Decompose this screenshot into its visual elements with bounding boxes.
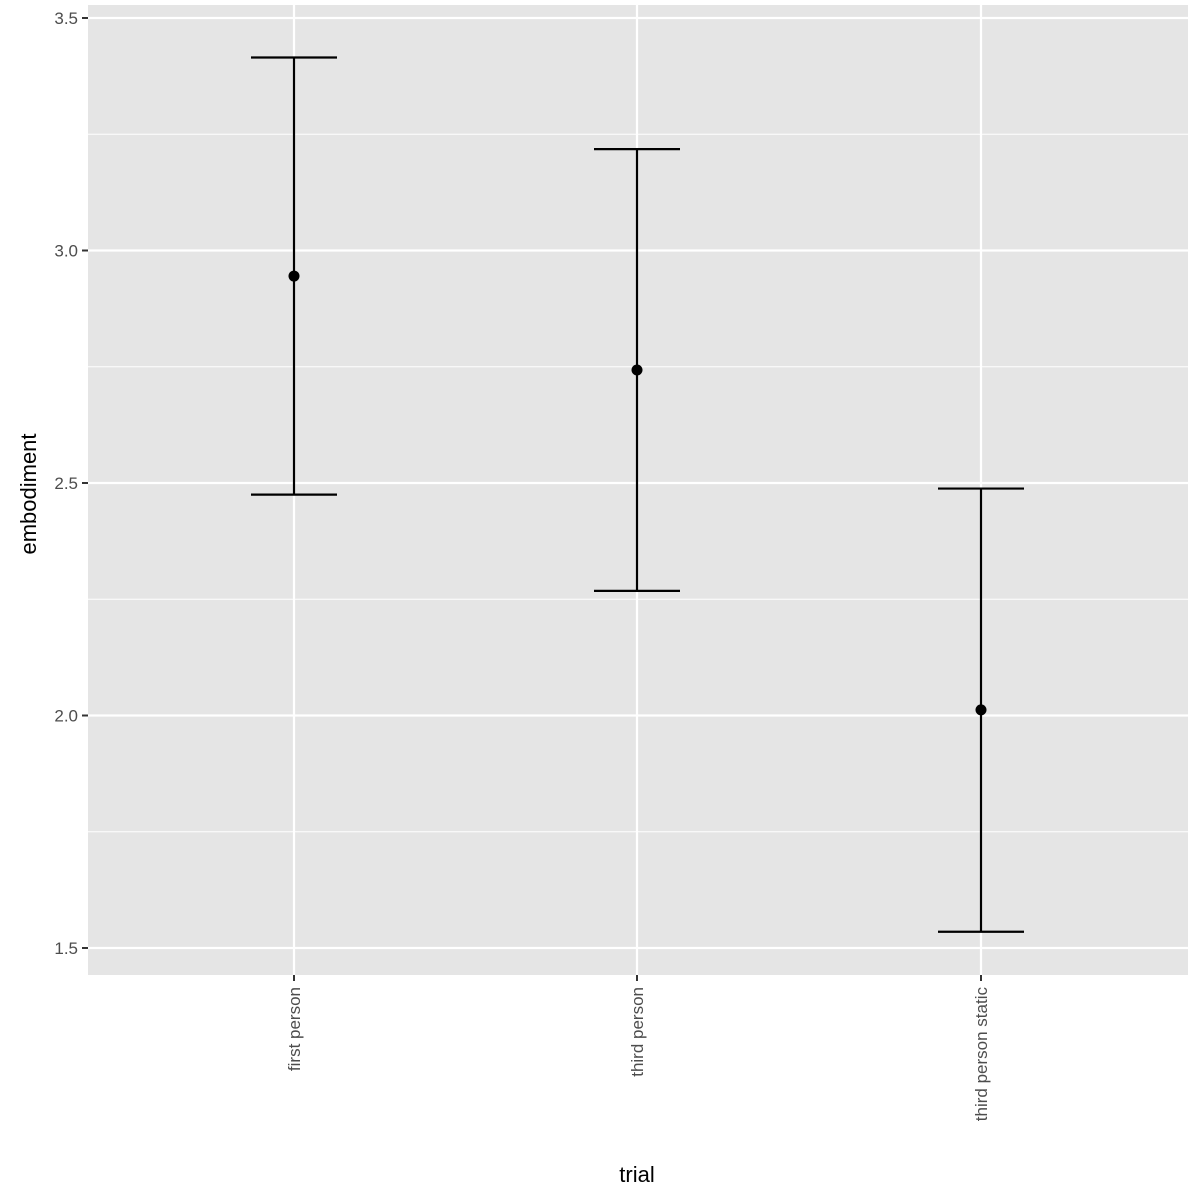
x-tick-label: third person static [972,987,991,1122]
y-tick-label: 2.5 [54,474,78,493]
x-axis: first person third person third person sta… [285,975,991,1121]
y-tick-label: 2.0 [54,707,78,726]
y-axis-title: embodiment [16,433,41,554]
y-tick-label: 1.5 [54,939,78,958]
data-point [288,270,300,282]
data-marks [251,56,1024,933]
x-tick-label: first person [285,987,304,1071]
data-point [975,704,987,716]
x-axis-title: trial [619,1162,654,1187]
data-point [631,364,643,376]
y-tick-label: 3.0 [54,242,78,261]
x-tick-label: third person [628,987,647,1077]
y-tick-label: 3.5 [54,9,78,28]
y-axis: 1.5 2.0 2.5 3.0 3.5 [54,9,88,958]
